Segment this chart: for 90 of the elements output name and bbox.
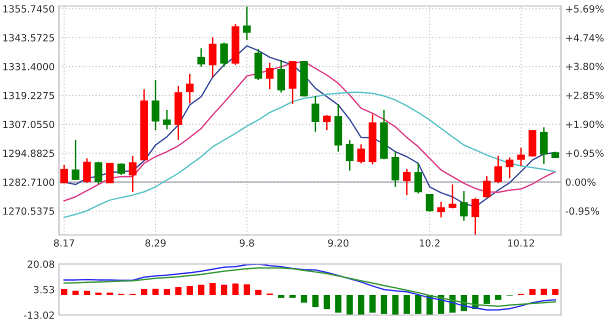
y-tick-label: 1307.0550 [3, 120, 54, 128]
candlestick [494, 155, 502, 184]
candlestick [220, 42, 228, 68]
candlestick [392, 151, 400, 188]
candlestick [357, 144, 365, 164]
bar [84, 290, 90, 295]
y-tick-label: 1282.7100 [3, 178, 54, 186]
bar [220, 284, 228, 295]
y2-tick-label: +4.74% [566, 34, 604, 42]
bar [495, 294, 502, 300]
candlestick [277, 59, 286, 94]
bar [152, 288, 159, 295]
candlestick [152, 79, 160, 131]
x-tick-label: 10.12 [508, 239, 534, 247]
candlestick [402, 168, 411, 196]
bar [415, 294, 422, 314]
y2-tick-label: -0.95% [566, 207, 600, 215]
x-tick-label: 8.29 [145, 239, 166, 247]
x-tick-label: 9.8 [240, 239, 254, 247]
x-tick-label: 9.20 [328, 239, 348, 247]
candlestick [437, 201, 445, 218]
y2-tick-label: 0.00% [566, 178, 596, 186]
candlestick [60, 164, 68, 184]
candlestick [208, 36, 216, 78]
y-tick-label: 1294.8825 [3, 150, 54, 158]
line-series [63, 92, 556, 218]
bar [392, 294, 399, 315]
bar [529, 289, 536, 295]
candlestick [72, 139, 80, 181]
candlestick [186, 73, 194, 104]
bar [140, 289, 148, 295]
y2-tick-label: +3.80% [566, 62, 604, 70]
candlestick [106, 162, 114, 184]
y-tick-label: 3.53 [34, 286, 54, 294]
candlestick [540, 126, 548, 165]
candlestick [163, 109, 171, 130]
x-tick-label: 8.17 [54, 239, 74, 247]
y2-tick-label: +5.69% [566, 5, 604, 13]
bar [175, 287, 182, 295]
bar [244, 284, 250, 295]
bar [209, 283, 216, 295]
y2-tick-label: +1.90% [566, 120, 604, 128]
bar [312, 294, 319, 308]
candlestick [414, 162, 422, 194]
candlestick [448, 184, 456, 210]
y-tick-label: 1343.5725 [3, 34, 54, 42]
bar [404, 294, 410, 314]
y-tick-label: 1355.7450 [3, 5, 54, 13]
bar [346, 294, 353, 315]
candlestick [312, 95, 320, 132]
bar [380, 294, 388, 314]
candlestick [323, 114, 331, 131]
bar [255, 290, 262, 295]
bar [358, 294, 364, 315]
y-tick-label: -13.02 [24, 311, 54, 319]
candlestick [83, 158, 91, 184]
candlestick [426, 194, 434, 212]
bar [289, 294, 296, 298]
bar [484, 294, 490, 304]
bar [335, 294, 342, 313]
candlestick [460, 190, 468, 222]
candlestick [482, 175, 491, 198]
y2-tick-label: +0.95% [566, 150, 604, 157]
bar [72, 290, 79, 295]
candlestick [517, 146, 525, 167]
bar [278, 294, 284, 298]
bar [552, 289, 558, 295]
y-tick-label: 1319.2275 [3, 92, 54, 100]
bar [324, 294, 330, 310]
bar [300, 294, 308, 303]
candlestick [197, 48, 206, 68]
candlestick [346, 139, 354, 172]
y2-tick-label: +2.85% [566, 92, 604, 100]
bar [61, 289, 68, 295]
bar [186, 286, 193, 295]
y-tick-label: 1270.5375 [3, 207, 54, 215]
candlestick [128, 155, 137, 193]
bar [164, 289, 170, 295]
x-tick-label: 10.2 [420, 239, 440, 247]
bar [232, 284, 239, 295]
bar [198, 284, 204, 295]
y-tick-label: 20.08 [28, 260, 54, 268]
candlestick [506, 156, 514, 179]
candlestick [243, 6, 251, 41]
candlestick [471, 197, 480, 235]
bar [540, 288, 548, 295]
y-tick-label: 1331.4000 [3, 62, 54, 70]
candlestick [266, 62, 274, 90]
bar [369, 294, 376, 313]
candlestick [94, 160, 102, 185]
